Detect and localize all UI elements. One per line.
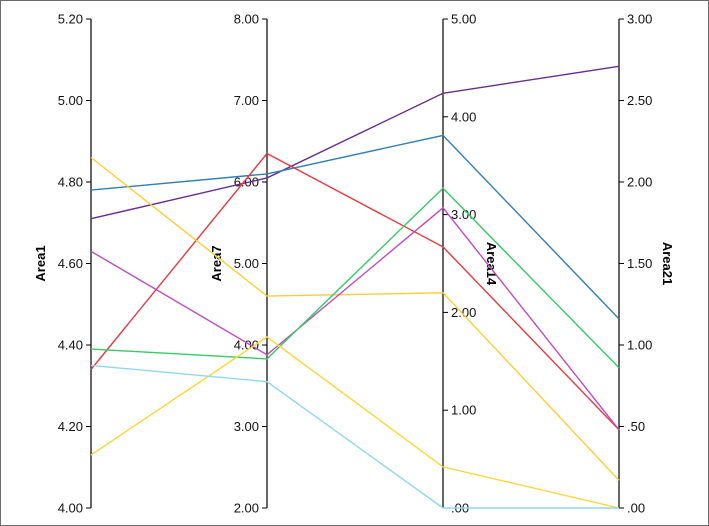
- tick-label: 3.00: [451, 207, 476, 222]
- tick-label: 5.20: [58, 12, 83, 27]
- tick-label: 1.00: [627, 338, 652, 353]
- tick-label: 5.00: [451, 12, 476, 27]
- tick-label: 4.80: [58, 175, 83, 190]
- tick-label: 8.00: [234, 12, 259, 27]
- tick-label: 2.00: [627, 175, 652, 190]
- tick-label: 1.00: [451, 403, 476, 418]
- tick-label: 4.40: [58, 338, 83, 353]
- tick-label: 7.00: [234, 93, 259, 108]
- tick-label: .00: [627, 501, 645, 516]
- series-line-2: [90, 134, 620, 320]
- axis-title: Area21: [660, 242, 675, 285]
- axis-title: Area7: [209, 245, 224, 281]
- tick-label: 4.00: [58, 501, 83, 516]
- tick-label: 2.50: [627, 93, 652, 108]
- axis-area1: 4.00 4.20 4.40 4.60 4.80 5.00 5.20 Area1: [33, 12, 92, 516]
- series-line-3: [90, 152, 620, 431]
- tick-label: 3.00: [234, 419, 259, 434]
- tick-label: .50: [627, 419, 645, 434]
- tick-label: 4.20: [58, 419, 83, 434]
- series-line-7: [90, 336, 620, 509]
- tick-label: 2.00: [451, 305, 476, 320]
- series-line-1: [90, 65, 620, 220]
- series-line-5: [90, 206, 620, 431]
- series-line-6: [90, 187, 620, 369]
- tick-label: 3.00: [627, 12, 652, 27]
- axis-title: Area1: [33, 245, 48, 281]
- axis-area21: .00 .50 1.00 1.50 2.00 2.50 3.00 Area21: [618, 12, 675, 516]
- tick-label: 5.00: [58, 93, 83, 108]
- axis-title: Area14: [484, 242, 499, 286]
- tick-label: 5.00: [234, 256, 259, 271]
- tick-label: 2.00: [234, 501, 259, 516]
- tick-label: 4.00: [451, 109, 476, 124]
- tick-label: 4.60: [58, 256, 83, 271]
- tick-label: 1.50: [627, 256, 652, 271]
- series-line-4: [90, 156, 620, 481]
- series-line-8: [90, 364, 619, 509]
- tick-label: 4.00: [234, 338, 259, 353]
